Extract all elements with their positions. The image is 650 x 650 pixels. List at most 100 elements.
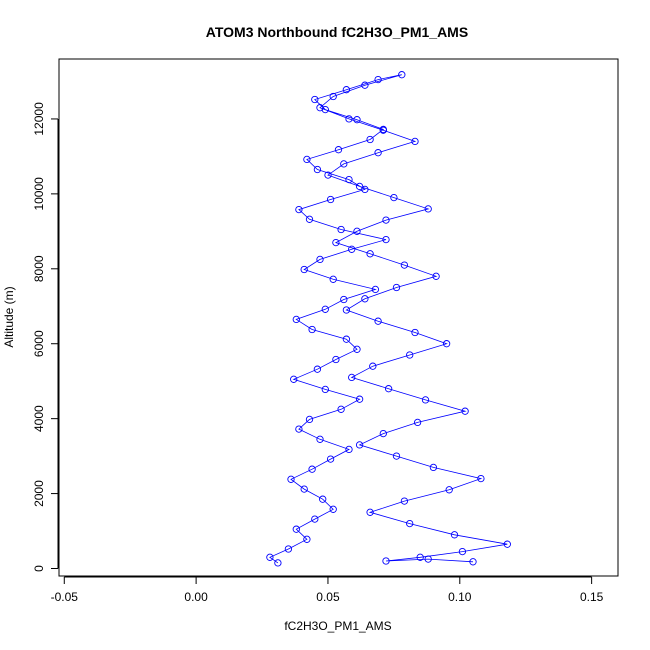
series-layer xyxy=(266,71,511,567)
data-point xyxy=(290,375,298,383)
data-point xyxy=(361,185,369,194)
data-point xyxy=(353,345,361,353)
x-axis-label: fC2H3O_PM1_AMS xyxy=(284,619,391,633)
data-point xyxy=(300,485,308,493)
data-point xyxy=(305,415,314,424)
data-point xyxy=(398,71,406,79)
data-point xyxy=(329,275,337,283)
y-tick-label: 4000 xyxy=(32,405,46,432)
data-point xyxy=(329,505,337,513)
y-tick-label: 8000 xyxy=(32,255,46,282)
data-point xyxy=(416,553,424,561)
y-tick-label: 10000 xyxy=(32,177,46,211)
data-point xyxy=(445,486,453,494)
data-point xyxy=(329,92,337,101)
data-point xyxy=(308,465,316,473)
data-point xyxy=(340,295,348,304)
data-point xyxy=(295,205,303,214)
data-point xyxy=(337,225,345,234)
data-point xyxy=(337,405,345,413)
x-tick-label: 0.00 xyxy=(184,590,208,604)
data-point xyxy=(311,95,319,104)
data-point xyxy=(421,396,430,404)
data-point xyxy=(411,137,419,146)
data-point xyxy=(326,455,335,463)
data-point xyxy=(324,171,332,179)
data-point xyxy=(461,407,469,415)
data-point xyxy=(334,146,343,154)
data-point xyxy=(400,261,409,269)
data-point xyxy=(332,355,340,364)
x-axis: -0.05 0.00 0.05 0.10 0.15 xyxy=(51,576,604,604)
data-point xyxy=(353,227,361,235)
y-tick-label: 2000 xyxy=(32,480,46,507)
data-point xyxy=(406,351,414,359)
data-point xyxy=(266,553,274,561)
data-point xyxy=(374,75,382,84)
y-axis: 0 2000 4000 6000 8000 10000 12000 xyxy=(32,102,59,572)
data-point xyxy=(450,531,459,539)
data-point xyxy=(292,525,300,533)
data-point xyxy=(379,126,387,134)
data-point xyxy=(424,205,432,213)
data-point xyxy=(342,335,351,343)
chart-title: ATOM3 Northbound fC2H3O_PM1_AMS xyxy=(206,24,468,40)
x-tick-label: 0.15 xyxy=(580,590,604,604)
y-tick-label: 6000 xyxy=(32,330,46,357)
data-point xyxy=(345,445,353,454)
data-point xyxy=(369,362,377,370)
data-point xyxy=(321,385,329,394)
data-point xyxy=(345,175,353,184)
x-tick-label: -0.05 xyxy=(51,590,79,604)
data-point xyxy=(432,272,440,280)
data-point xyxy=(313,165,322,174)
x-tick-label: 0.05 xyxy=(316,590,340,604)
data-point xyxy=(371,285,380,294)
data-point xyxy=(382,235,390,244)
data-point xyxy=(406,519,414,528)
data-point xyxy=(284,545,293,553)
data-point xyxy=(361,81,369,89)
data-point xyxy=(353,116,361,124)
data-point xyxy=(274,559,282,567)
data-point xyxy=(340,160,348,168)
y-tick-label: 0 xyxy=(32,565,46,572)
data-point xyxy=(355,441,364,449)
data-point xyxy=(311,515,319,523)
data-point xyxy=(316,435,324,443)
data-point xyxy=(477,474,485,483)
data-point xyxy=(382,557,390,565)
data-point xyxy=(287,475,295,483)
data-point xyxy=(342,86,351,94)
data-point xyxy=(355,395,364,403)
data-point xyxy=(355,182,364,191)
data-point xyxy=(295,425,303,433)
data-point xyxy=(319,495,327,503)
data-point xyxy=(424,555,432,563)
data-point xyxy=(332,238,340,247)
data-point xyxy=(374,317,382,325)
data-point xyxy=(300,265,308,274)
data-point xyxy=(390,193,398,202)
data-point xyxy=(316,255,324,264)
data-point xyxy=(392,283,401,292)
data-point xyxy=(458,547,467,556)
data-point xyxy=(345,115,353,123)
data-point xyxy=(308,325,316,334)
data-point xyxy=(292,315,300,324)
data-point xyxy=(400,497,409,505)
data-point xyxy=(361,295,369,303)
data-point xyxy=(326,195,335,204)
data-point xyxy=(411,328,419,337)
data-point xyxy=(342,306,351,314)
data-point xyxy=(379,429,387,438)
data-point xyxy=(366,250,374,258)
data-point xyxy=(392,452,401,460)
data-point xyxy=(303,155,311,164)
data-point xyxy=(374,149,382,157)
data-point xyxy=(321,305,329,313)
data-point xyxy=(366,135,374,144)
y-axis-label: Altitude (m) xyxy=(2,286,16,347)
